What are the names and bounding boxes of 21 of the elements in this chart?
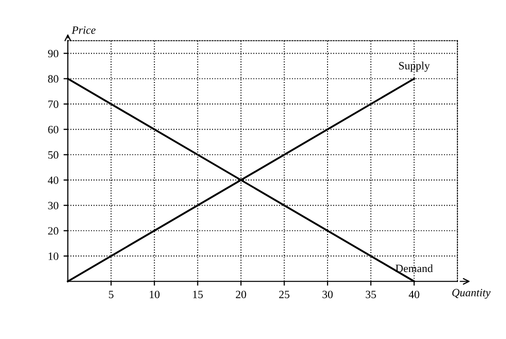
- y-tick-label: 80: [48, 75, 58, 83]
- series-label: Demand: [396, 264, 433, 272]
- y-tick-label: 50: [48, 151, 58, 159]
- y-tick-label: 70: [48, 100, 58, 108]
- x-tick-label: 35: [366, 290, 376, 298]
- x-tick-label: 15: [193, 290, 203, 298]
- y-tick-label: 60: [48, 126, 58, 134]
- y-axis-title: Price: [72, 26, 96, 34]
- x-axis-title: Quantity: [452, 288, 491, 299]
- x-tick-label: 10: [150, 290, 160, 298]
- y-tick-label: 30: [48, 202, 58, 210]
- y-tick-label: 40: [48, 176, 58, 184]
- series-label: Supply: [399, 62, 430, 72]
- y-tick-label: 90: [48, 50, 58, 58]
- x-tick-label: 25: [279, 290, 290, 298]
- y-tick-label: 10: [48, 252, 58, 260]
- x-tick-label: 40: [408, 290, 420, 298]
- x-tick-label: 5: [108, 290, 114, 298]
- x-tick-label: 30: [322, 290, 333, 298]
- x-tick-label: 20: [236, 290, 246, 298]
- y-tick-label: 20: [48, 227, 58, 235]
